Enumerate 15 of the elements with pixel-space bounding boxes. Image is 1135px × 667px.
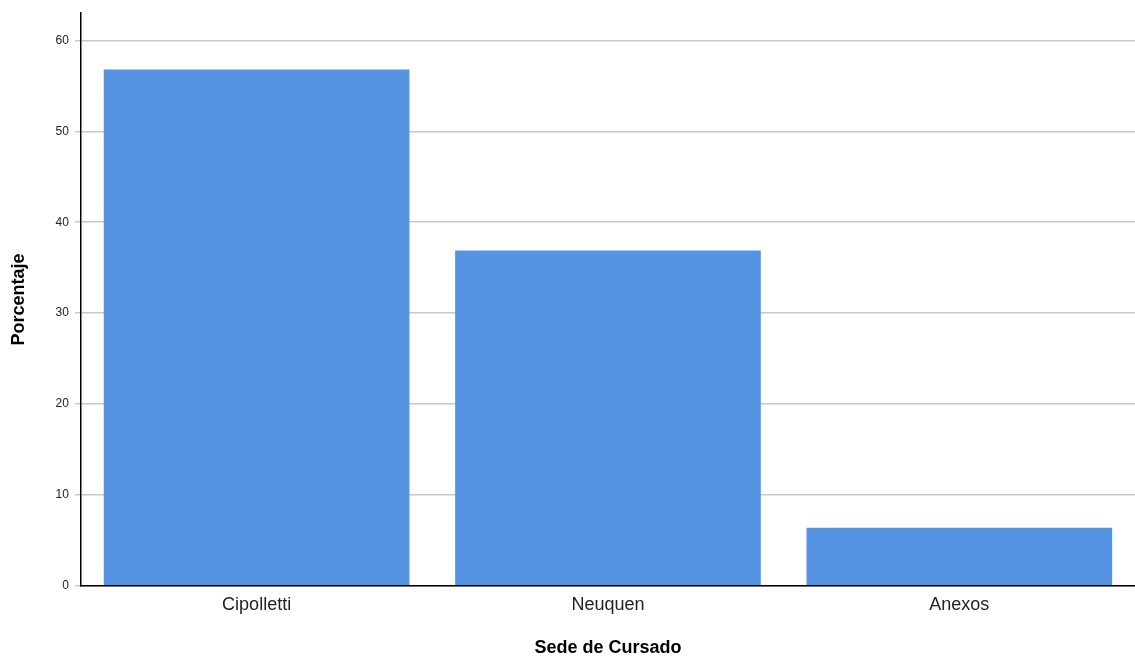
bar <box>455 250 761 586</box>
bar <box>103 69 410 586</box>
y-tick-label: 60 <box>55 32 70 47</box>
y-tick-label: 50 <box>55 123 70 138</box>
x-tick-label: Cipolletti <box>222 593 292 614</box>
y-tick-label: 30 <box>55 305 70 320</box>
x-tick-label: Neuquen <box>571 593 645 614</box>
y-tick-label: 10 <box>55 487 70 502</box>
bar <box>806 527 1113 586</box>
x-axis-title: Sede de Cursado <box>534 637 682 658</box>
x-tick-label: Anexos <box>929 593 990 614</box>
y-axis-title: Porcentaje <box>7 253 28 346</box>
y-tick-label: 20 <box>55 396 70 411</box>
y-tick-label: 0 <box>62 578 70 593</box>
y-tick-label: 40 <box>55 214 70 229</box>
